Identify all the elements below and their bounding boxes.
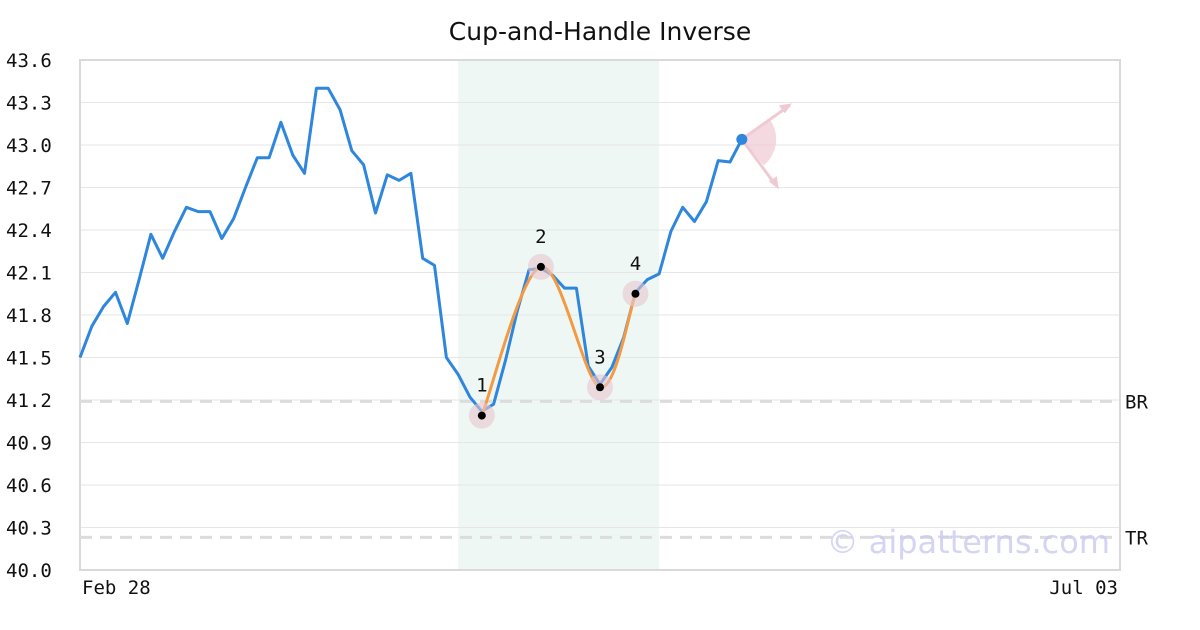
y-tick-label: 40.6 — [6, 475, 52, 497]
pattern-point — [596, 383, 604, 392]
reference-label: TR — [1125, 527, 1148, 549]
pattern-point — [477, 411, 486, 420]
watermark: © aipatterns.com — [827, 523, 1110, 561]
last-point — [736, 133, 748, 145]
pattern-label: 1 — [476, 375, 487, 397]
y-tick-label: 41.5 — [6, 348, 52, 370]
y-tick-label: 42.1 — [6, 263, 52, 285]
pattern-line — [480, 265, 637, 417]
y-tick-label: 40.9 — [6, 433, 52, 455]
plot-frame — [79, 59, 1121, 571]
y-tick-label: 43.6 — [6, 50, 52, 72]
y-tick-label: 43.3 — [6, 93, 52, 115]
pattern-label: 3 — [594, 346, 605, 368]
pattern-label: 4 — [630, 253, 641, 275]
pattern-point — [536, 262, 545, 271]
projection-arrow — [740, 138, 778, 187]
pattern-label: 2 — [535, 226, 546, 248]
y-tick-label: 43.0 — [6, 135, 52, 157]
y-tick-label: 42.7 — [6, 178, 52, 200]
projection-arrow — [740, 104, 791, 141]
x-tick-label: Jul 03 — [1049, 577, 1118, 599]
reference-label: BR — [1125, 391, 1148, 413]
arrow-head — [778, 103, 792, 114]
y-tick-label: 40.3 — [6, 518, 52, 540]
projection-wedge — [741, 119, 777, 166]
x-tick-label: Feb 28 — [82, 577, 151, 599]
pattern-point — [631, 289, 640, 298]
y-tick-label: 41.2 — [6, 390, 52, 412]
arrow-head — [768, 176, 779, 190]
chart-title: Cup-and-Handle Inverse — [449, 17, 751, 46]
y-tick-label: 42.4 — [6, 220, 52, 242]
y-tick-label: 41.8 — [6, 305, 52, 327]
y-tick-label: 40.0 — [6, 560, 52, 582]
